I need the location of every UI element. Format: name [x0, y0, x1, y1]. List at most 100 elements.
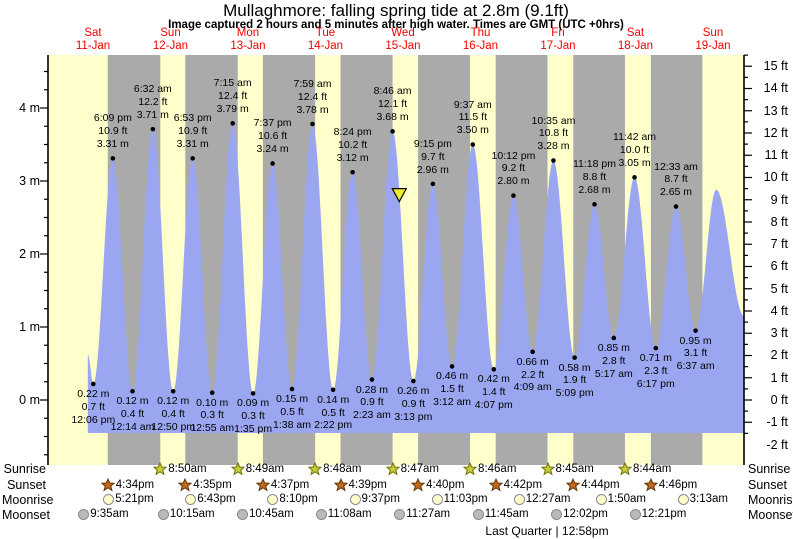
moonset-circle-icon [157, 508, 169, 520]
sunrise-time: 8:50am [168, 463, 207, 475]
low-tide-label: 0.09 m 0.3 ft 1:35 pm [234, 397, 273, 436]
low-tide-label: 0.71 m 2.3 ft 6:17 pm [636, 352, 675, 390]
moonset-row-label: Moonset [2, 508, 50, 522]
sunrise-event: 8:50am [153, 462, 207, 476]
moonrise-time: 12:27am [525, 493, 571, 505]
high-tide-label: 11:42 am 10.0 ft 3.05 m [613, 131, 657, 169]
moonrise-time: 11:03pm [443, 493, 488, 505]
right-axis-label: 15 ft [763, 59, 788, 74]
moonset-time: 11:27am [406, 508, 451, 520]
right-axis-label: 3 ft [770, 326, 788, 341]
moonset-time: 10:15am [169, 508, 215, 520]
right-axis-label: 12 ft [763, 125, 788, 140]
sunset-star-icon [333, 478, 348, 492]
moonset-time: 12:21pm [641, 508, 687, 520]
sunset-time: 4:44pm [581, 479, 620, 491]
sunset-row-label-right: Sunset [748, 478, 787, 492]
moonrise-event: 11:03pm [431, 493, 488, 505]
moonset-time: 12:02pm [563, 508, 608, 520]
moonset-time: 11:08am [327, 508, 372, 520]
moonrise-row-label-right: Moonrise [748, 493, 793, 507]
moonset-time: 10:45am [248, 508, 294, 520]
high-tide-label: 8:24 pm 10.2 ft 3.12 m [333, 126, 372, 164]
high-tide-label: 7:59 am 12.4 ft 3.78 m [293, 78, 332, 116]
high-tide-label: 10:12 pm 9.2 ft 2.80 m [491, 149, 536, 188]
day-label: Wed 15-Jan [385, 27, 421, 52]
high-tide-label: 7:15 am 12.4 ft 3.79 m [213, 77, 252, 115]
moonrise-circle-icon [513, 493, 525, 505]
sunset-event: 4:40pm [411, 478, 464, 492]
sunset-event: 4:44pm [566, 478, 620, 492]
sunrise-star-icon [308, 462, 323, 476]
sunset-time: 4:40pm [426, 479, 465, 491]
chart-subtitle: Image captured 2 hours and 5 minutes aft… [168, 19, 624, 31]
moonset-event: 11:08am [315, 508, 372, 520]
moonrise-time: 9:37pm [361, 493, 400, 505]
moonset-event: 10:45am [236, 508, 294, 520]
day-label: Sun 19-Jan [695, 27, 731, 52]
low-tide-label: 0.14 m 0.5 ft 2:22 pm [314, 393, 353, 432]
moonset-circle-icon [394, 508, 406, 520]
low-tide-label: 0.58 m 1.9 ft 5:09 pm [555, 361, 594, 400]
moonrise-event: 12:27am [513, 493, 571, 505]
moonrise-circle-icon [103, 493, 115, 505]
moonset-circle-icon [472, 508, 484, 520]
sunrise-time: 8:48am [323, 463, 362, 475]
sunset-star-icon [488, 478, 503, 492]
sunset-star-icon [255, 478, 270, 492]
moonset-event: 12:02pm [551, 508, 608, 520]
sunset-event: 4:46pm [643, 478, 698, 492]
sunrise-star-icon [385, 462, 400, 476]
sunset-event: 4:34pm [100, 478, 155, 492]
moonset-circle-icon [629, 508, 641, 520]
day-label: Sun 12-Jan [152, 27, 189, 52]
low-tide-label: 0.28 m 0.9 ft 2:23 am [352, 383, 391, 422]
moonrise-time: 6:43pm [197, 493, 236, 505]
low-tide-label: 0.85 m 2.8 ft 5:17 am [594, 341, 633, 380]
high-tide-label: 6:53 pm 10.9 ft 3.31 m [173, 112, 212, 150]
high-tide-label: 7:37 pm 10.6 ft 3.24 m [253, 117, 292, 156]
moonrise-event: 3:13am [677, 493, 728, 505]
moonrise-circle-icon [595, 493, 607, 505]
sunrise-time: 8:44am [632, 463, 672, 475]
day-label: Fri 17-Jan [540, 27, 576, 52]
sunrise-star-icon [617, 462, 632, 476]
sunset-event: 4:39pm [333, 478, 387, 492]
sunrise-event: 8:47am [385, 462, 439, 476]
right-axis-label: 2 ft [770, 348, 788, 363]
moonset-row-label-right: Moonset [748, 508, 793, 522]
right-axis-label: 10 ft [763, 170, 788, 185]
moonrise-time: 3:13am [689, 493, 728, 505]
sunrise-star-icon [230, 462, 245, 476]
left-axis-label: 3 m [19, 174, 40, 188]
low-tide-label: 0.26 m 0.9 ft 3:13 pm [394, 385, 433, 423]
moonset-time: 9:35am [90, 508, 129, 520]
sunset-time: 4:46pm [658, 479, 698, 491]
high-tide-label: 6:09 pm 10.9 ft 3.31 m [93, 112, 132, 150]
moonrise-time: 1:50am [607, 493, 647, 505]
high-tide-label: 8:46 am 12.1 ft 3.68 m [373, 85, 412, 123]
moonrise-event: 5:21pm [103, 493, 154, 505]
sunrise-event: 8:49am [230, 462, 284, 476]
low-tide-label: 0.15 m 0.5 ft 1:38 am [273, 393, 311, 431]
sunset-event: 4:42pm [488, 478, 542, 492]
right-axis-label: 9 ft [770, 192, 788, 207]
moonset-event: 12:21pm [629, 508, 687, 520]
moon-phase-label: Last Quarter | 12:58pm [485, 524, 609, 538]
sunset-star-icon [566, 478, 581, 492]
sunset-time: 4:34pm [115, 479, 155, 491]
high-tide-label: 12:33 am 8.7 ft 2.65 m [654, 160, 698, 199]
moonrise-circle-icon [431, 493, 443, 505]
moonrise-circle-icon [677, 493, 689, 505]
right-axis-label: -2 ft [766, 437, 788, 452]
right-axis-label: 4 ft [770, 303, 788, 318]
left-axis-label: 4 m [19, 101, 40, 115]
sunset-star-icon [411, 478, 426, 492]
low-tide-label: 0.66 m 2.2 ft 4:09 am [513, 355, 552, 394]
sunset-time: 4:35pm [193, 479, 232, 491]
sunrise-star-icon [153, 462, 168, 476]
high-tide-label: 10:35 am 10.8 ft 3.28 m [531, 114, 576, 153]
day-label: Thu 16-Jan [462, 27, 499, 52]
